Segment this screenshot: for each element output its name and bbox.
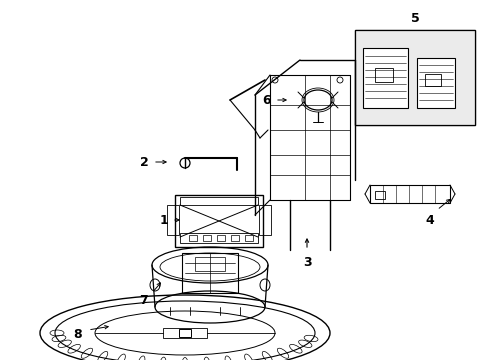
Bar <box>259 205 270 235</box>
Bar <box>195 257 224 271</box>
Bar <box>244 235 252 241</box>
Text: 8: 8 <box>74 328 82 342</box>
Text: 6: 6 <box>262 94 271 107</box>
Bar <box>374 191 384 199</box>
Bar <box>354 30 474 125</box>
Bar <box>362 48 407 108</box>
Text: 2: 2 <box>140 156 148 168</box>
Bar <box>230 235 239 241</box>
Bar <box>167 205 179 235</box>
Bar <box>175 195 263 247</box>
Text: 7: 7 <box>140 293 148 306</box>
Bar <box>374 68 392 82</box>
Bar <box>217 235 224 241</box>
Bar <box>354 30 474 125</box>
Bar <box>424 74 440 86</box>
Bar <box>179 329 191 337</box>
Bar <box>369 185 449 203</box>
Bar <box>180 197 258 205</box>
Bar <box>180 233 258 243</box>
Bar <box>203 235 210 241</box>
Bar <box>189 235 197 241</box>
Bar <box>163 328 206 338</box>
Text: 3: 3 <box>302 256 311 269</box>
Bar <box>416 58 454 108</box>
Bar <box>182 253 238 293</box>
Text: 5: 5 <box>410 12 419 24</box>
Text: 1: 1 <box>159 213 168 226</box>
Text: 4: 4 <box>425 213 433 226</box>
